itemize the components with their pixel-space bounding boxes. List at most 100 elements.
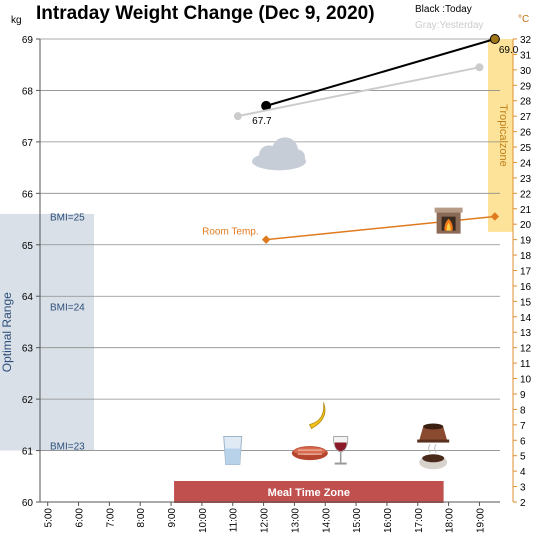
y-right-tick-label: 11: [520, 359, 531, 370]
coffee-liquid: [422, 454, 445, 463]
x-tick-label: 6:00: [75, 508, 86, 528]
y-right-tick-label: 31: [520, 50, 532, 61]
water-glass-icon: [223, 436, 243, 466]
pudding-icon: [417, 423, 450, 443]
room-temp-series-label: Room Temp.: [202, 227, 259, 238]
x-tick-label: 16:00: [383, 508, 394, 533]
legend-today: Black :Today: [415, 4, 472, 15]
bands-layer: Optimal Range BMI=25 BMI=24 BMI=23 Tropicalz…: [0, 39, 513, 503]
y-right-tick-label: 6: [520, 436, 526, 447]
cloud-part: [288, 149, 305, 166]
bmi-label: BMI=24: [50, 303, 85, 314]
y-left-unit: kg: [11, 15, 22, 26]
room-temp-point: [261, 235, 271, 244]
glass-water: [224, 448, 241, 465]
y-right-tick-label: 2: [520, 498, 526, 509]
tropical-zone-band: [488, 39, 513, 232]
y-right-tick-label: 12: [520, 344, 532, 355]
y-right-tick-label: 17: [520, 267, 532, 278]
x-tick-label: 5:00: [44, 508, 55, 528]
y-right-tick-label: 4: [520, 467, 526, 478]
y-right-tick-label: 24: [520, 158, 532, 169]
y-right-tick-label: 27: [520, 112, 532, 123]
y-left-tick-label: 65: [22, 241, 34, 252]
meal-time-label: Meal Time Zone: [268, 487, 350, 499]
today-point: [489, 34, 500, 44]
y-right-tick-label: 16: [520, 282, 532, 293]
x-tick-label: 9:00: [167, 508, 178, 528]
x-tick-label: 11:00: [229, 508, 240, 533]
yesterday-point: [233, 112, 242, 121]
y-left-tick-label: 64: [22, 292, 34, 303]
optimal-range-band: [0, 213, 94, 451]
y-left-tick-label: 67: [22, 138, 34, 149]
banana-icon: [308, 402, 326, 430]
room-temp-point: [490, 212, 500, 221]
y-right-tick-label: 9: [520, 390, 526, 401]
y-right-tick-label: 21: [520, 205, 532, 216]
y-right-tick-label: 5: [520, 452, 526, 463]
y-left-tick-label: 69: [22, 35, 34, 46]
y-right-tick-label: 32: [520, 35, 532, 46]
optimal-range-label: Optimal Range: [0, 292, 14, 372]
x-tick-label: 12:00: [260, 508, 271, 533]
y-right-tick-label: 10: [520, 375, 532, 386]
y-right-tick-label: 19: [520, 236, 532, 247]
banana-shape: [308, 402, 326, 430]
y-left-tick-label: 68: [22, 86, 34, 97]
y-right-tick-label: 26: [520, 128, 532, 139]
x-tick-label: 19:00: [475, 508, 486, 533]
steak-marbling: [297, 449, 322, 455]
chart-title: Intraday Weight Change (Dec 9, 2020): [36, 3, 375, 24]
y-right-tick-label: 29: [520, 81, 532, 92]
wine-glass-icon: [333, 436, 349, 465]
y-left-tick-label: 66: [22, 189, 34, 200]
y-right-unit: °C: [518, 14, 529, 25]
axes-layer: 6061626364656667686923456789101112131415…: [22, 35, 532, 533]
y-right-tick-label: 8: [520, 405, 526, 416]
x-tick-label: 17:00: [414, 508, 425, 533]
y-right-tick-label: 25: [520, 143, 532, 154]
y-right-tick-label: 7: [520, 421, 526, 432]
y-right-tick-label: 18: [520, 251, 532, 262]
fireplace-mantel: [434, 207, 463, 213]
y-left-tick-label: 61: [22, 447, 34, 458]
x-tick-label: 14:00: [321, 508, 332, 533]
x-tick-label: 18:00: [445, 508, 456, 533]
cloud-icon: [251, 137, 306, 171]
tropical-zone-label: Tropicalzone: [497, 104, 509, 167]
x-tick-label: 8:00: [136, 508, 147, 528]
y-right-tick-label: 13: [520, 328, 532, 339]
wine-liquid: [334, 442, 347, 452]
y-right-tick-label: 3: [520, 483, 526, 494]
fireplace-icon: [434, 207, 463, 234]
coffee-steam: [428, 443, 437, 453]
y-left-tick-label: 63: [22, 344, 34, 355]
pudding-top: [423, 423, 444, 430]
y-right-tick-label: 15: [520, 297, 532, 308]
y-right-tick-label: 20: [520, 220, 532, 231]
x-tick-label: 13:00: [290, 508, 301, 533]
data-label: 67.7: [252, 116, 272, 127]
legend-yesterday: Gray:Yesterday: [415, 20, 484, 31]
y-right-tick-label: 30: [520, 66, 532, 77]
x-tick-label: 10:00: [198, 508, 209, 533]
yesterday-point: [475, 63, 484, 72]
x-tick-label: 7:00: [105, 508, 116, 528]
steak-icon: [291, 446, 328, 461]
coffee-icon: [419, 443, 448, 470]
today-line: [265, 38, 496, 107]
pudding-body: [419, 426, 448, 441]
y-right-tick-label: 22: [520, 189, 532, 200]
meal-time-band: [174, 481, 444, 503]
y-left-tick-label: 60: [22, 498, 34, 509]
x-tick-label: 15:00: [352, 508, 363, 533]
y-right-tick-label: 28: [520, 97, 532, 108]
pudding-plate: [417, 439, 450, 443]
icons-layer: [223, 137, 463, 470]
y-right-tick-label: 23: [520, 174, 532, 185]
fire-flame-inner: [446, 222, 451, 231]
bmi-label: BMI=23: [50, 441, 85, 452]
